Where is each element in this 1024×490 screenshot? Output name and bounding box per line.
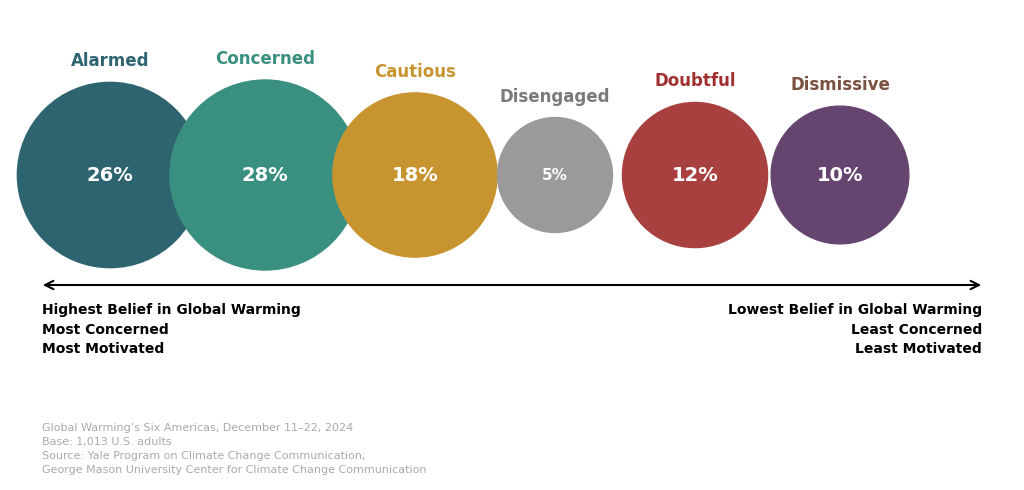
Ellipse shape (498, 118, 612, 232)
Text: 28%: 28% (242, 166, 289, 185)
Ellipse shape (170, 80, 360, 270)
Text: Lowest Belief in Global Warming
Least Concerned
Least Motivated: Lowest Belief in Global Warming Least Co… (728, 303, 982, 356)
Text: 18%: 18% (391, 166, 438, 185)
Ellipse shape (771, 106, 909, 244)
Text: 10%: 10% (817, 166, 863, 185)
Text: 26%: 26% (87, 166, 133, 185)
Text: Alarmed: Alarmed (71, 52, 150, 71)
Text: 12%: 12% (672, 166, 719, 185)
Ellipse shape (17, 82, 203, 268)
Text: Cautious: Cautious (374, 63, 456, 81)
Text: Concerned: Concerned (215, 50, 315, 68)
Text: Doubtful: Doubtful (654, 73, 736, 91)
Text: Dismissive: Dismissive (791, 76, 890, 94)
Text: Global Warming’s Six Americas, December 11–22, 2024
Base: 1,013 U.S. adults
Sour: Global Warming’s Six Americas, December … (42, 423, 427, 475)
Ellipse shape (333, 93, 497, 257)
Text: 5%: 5% (542, 168, 568, 182)
Text: Disengaged: Disengaged (500, 88, 610, 105)
Ellipse shape (623, 102, 768, 247)
Text: Highest Belief in Global Warming
Most Concerned
Most Motivated: Highest Belief in Global Warming Most Co… (42, 303, 301, 356)
